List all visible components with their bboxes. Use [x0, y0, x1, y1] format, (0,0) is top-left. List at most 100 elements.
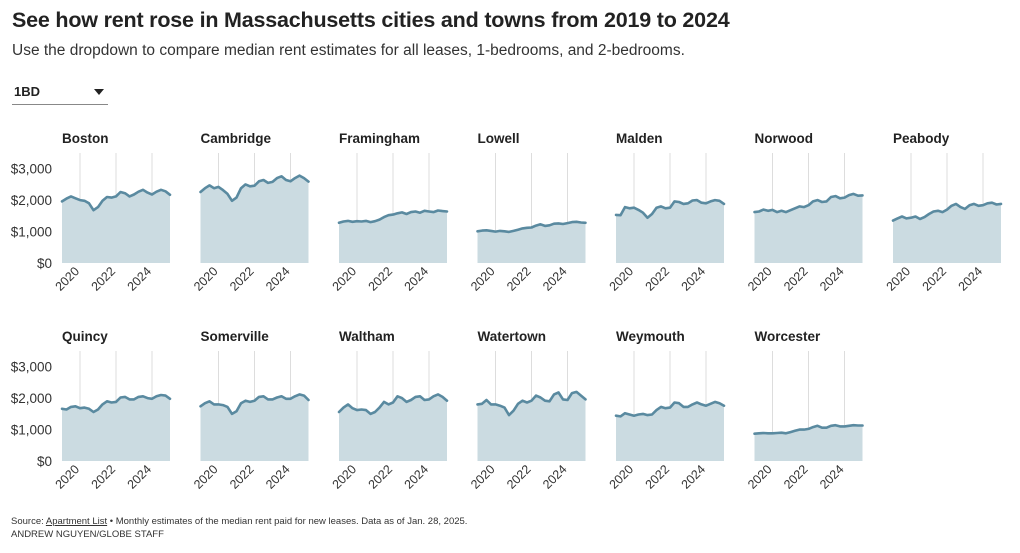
panel-title: Boston [62, 131, 109, 146]
series-area [200, 394, 309, 461]
panel-title: Lowell [478, 131, 520, 146]
x-tick-label: 2020 [53, 264, 83, 294]
panel-quincy: Quincy 2020 2022 2024 $0 $1,000 $2,000 $3,000 [11, 329, 172, 492]
series-line [753, 423, 864, 436]
panel-norwood: Norwood 2020 2022 2024 [745, 131, 864, 294]
source-line: Source: Apartment List • Monthly estimat… [11, 516, 467, 527]
x-tick-label: 2020 [468, 462, 498, 492]
series-line [199, 393, 310, 416]
y-tick-label: $0 [37, 256, 52, 271]
series-line [199, 174, 310, 203]
x-tick-label: 2024 [125, 264, 155, 294]
series-area [339, 394, 447, 461]
x-tick-label: 2020 [330, 462, 360, 492]
panel-somerville: Somerville 2020 2022 2024 [191, 329, 310, 492]
panel-title: Cambridge [201, 131, 272, 146]
x-tick-label: 2024 [679, 264, 709, 294]
series-area [339, 210, 447, 263]
x-tick-label: 2022 [643, 264, 673, 294]
x-tick-label: 2022 [227, 264, 257, 294]
x-tick-label: 2022 [89, 462, 119, 492]
x-tick-label: 2020 [330, 264, 360, 294]
series-line [614, 400, 726, 418]
x-tick-label: 2024 [956, 264, 986, 294]
x-tick-label: 2022 [504, 264, 534, 294]
y-tick-label: $2,000 [11, 391, 52, 406]
source-link[interactable]: Apartment List [45, 516, 108, 527]
x-tick-label: 2020 [607, 264, 637, 294]
series-area [62, 189, 170, 263]
panel-peabody: Peabody 2020 2022 2024 [884, 131, 1003, 294]
panel-watertown: Watertown 2020 2022 2024 [468, 329, 587, 492]
series-area [62, 395, 170, 461]
series-area [616, 401, 724, 461]
x-tick-label: 2020 [53, 462, 83, 492]
series-area [616, 200, 724, 263]
x-tick-label: 2024 [817, 462, 847, 492]
series-area [754, 425, 863, 461]
series-line [60, 393, 172, 414]
panel-cambridge: Cambridge 2020 2022 2024 [191, 131, 310, 294]
x-tick-label: 2020 [884, 264, 914, 294]
x-tick-label: 2024 [263, 462, 293, 492]
x-tick-label: 2024 [402, 462, 432, 492]
series-line [891, 201, 1003, 222]
x-tick-label: 2022 [920, 264, 950, 294]
source-prefix: Source: [11, 516, 44, 527]
series-line [614, 198, 726, 219]
panel-weymouth: Weymouth 2020 2022 2024 [607, 329, 726, 492]
x-tick-label: 2024 [540, 462, 570, 492]
x-tick-label: 2022 [227, 462, 257, 492]
panel-malden: Malden 2020 2022 2024 [607, 131, 726, 294]
series-area [477, 391, 586, 461]
panel-title: Framingham [339, 131, 420, 146]
series-line [60, 188, 172, 212]
x-tick-label: 2024 [263, 264, 293, 294]
x-tick-label: 2022 [781, 462, 811, 492]
panel-title: Malden [616, 131, 663, 146]
x-tick-label: 2022 [781, 264, 811, 294]
x-tick-label: 2020 [607, 462, 637, 492]
series-line [337, 393, 449, 416]
x-tick-label: 2022 [366, 462, 396, 492]
x-tick-label: 2020 [191, 264, 221, 294]
panel-title: Waltham [339, 329, 395, 344]
credit-line: ANDREW NGUYEN/GLOBE STAFF [11, 529, 164, 540]
panel-title: Quincy [62, 329, 108, 344]
x-tick-label: 2022 [89, 264, 119, 294]
panel-title: Worcester [755, 329, 822, 344]
x-tick-label: 2020 [191, 462, 221, 492]
series-line [753, 192, 864, 214]
x-tick-label: 2024 [540, 264, 570, 294]
source-note: • Monthly estimates of the median rent p… [109, 516, 468, 527]
y-tick-label: $1,000 [11, 423, 52, 438]
x-tick-label: 2022 [366, 264, 396, 294]
panel-title: Weymouth [616, 329, 685, 344]
panel-worcester: Worcester 2020 2022 2024 [745, 329, 864, 492]
series-area [893, 202, 1001, 263]
caret-down-icon [94, 89, 104, 95]
panel-title: Peabody [893, 131, 950, 146]
x-tick-label: 2024 [817, 264, 847, 294]
x-tick-label: 2024 [679, 462, 709, 492]
series-line [476, 220, 587, 234]
x-tick-label: 2020 [745, 462, 775, 492]
panel-lowell: Lowell 2020 2022 2024 [468, 131, 587, 294]
x-tick-label: 2020 [468, 264, 498, 294]
x-tick-label: 2022 [643, 462, 673, 492]
y-tick-label: $1,000 [11, 225, 52, 240]
panel-framingham: Framingham 2020 2022 2024 [330, 131, 449, 294]
x-tick-label: 2020 [745, 264, 775, 294]
bedroom-type-dropdown[interactable]: 1BD [12, 80, 108, 105]
y-tick-label: $0 [37, 454, 52, 469]
x-tick-label: 2024 [402, 264, 432, 294]
y-tick-label: $3,000 [11, 162, 52, 177]
x-tick-label: 2024 [125, 462, 155, 492]
page-title: See how rent rose in Massachusetts citie… [12, 8, 730, 32]
x-tick-label: 2022 [504, 462, 534, 492]
series-line [476, 390, 587, 417]
series-line [337, 209, 449, 225]
series-area [200, 175, 309, 263]
page-subtitle: Use the dropdown to compare median rent … [12, 42, 685, 59]
